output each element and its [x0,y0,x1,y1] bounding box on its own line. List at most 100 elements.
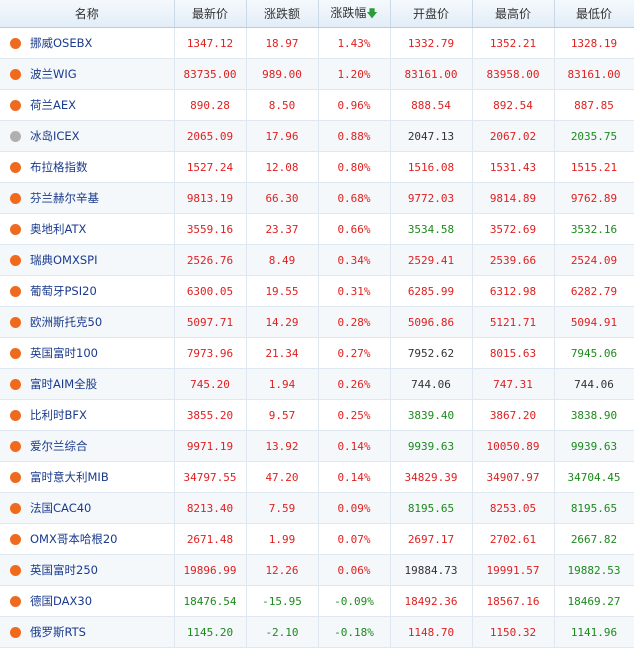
index-name-link[interactable]: 欧洲斯托克50 [30,315,103,329]
index-name-link[interactable]: 爱尔兰综合 [30,439,88,453]
change-cell: 8.49 [246,244,319,276]
index-name-cell[interactable]: 德国DAX30 [0,585,175,617]
index-name-cell[interactable]: 比利时BFX [0,399,175,431]
table-row[interactable]: 奥地利ATX 3559.16 23.37 0.66% 3534.58 3572.69 353… [0,213,634,245]
index-name-cell[interactable]: 俄罗斯RTS [0,616,175,648]
index-name-link[interactable]: 俄罗斯RTS [30,625,86,639]
index-name-cell[interactable]: 布拉格指数 [0,151,175,183]
open-price-cell: 1516.08 [390,151,473,183]
index-name-link[interactable]: 法国CAC40 [30,501,92,515]
table-row[interactable]: 冰岛ICEX 2065.09 17.96 0.88% 2047.13 2067.02 203… [0,120,634,152]
low-price-cell: 2035.75 [554,120,634,152]
header-change[interactable]: 涨跌额 [246,0,319,28]
header-name[interactable]: 名称 [0,0,175,28]
table-row[interactable]: 芬兰赫尔辛基 9813.19 66.30 0.68% 9772.03 9814.89 976… [0,182,634,214]
last-price-cell: 5097.71 [174,306,247,338]
index-name-cell[interactable]: 瑞典OMXSPI [0,244,175,276]
index-name-link[interactable]: 德国DAX30 [30,594,93,608]
low-price-cell: 6282.79 [554,275,634,307]
change-percent-cell: 0.27% [318,337,391,369]
index-name-cell[interactable]: 挪威OSEBX [0,27,175,59]
index-name-link[interactable]: OMX哥本哈根20 [30,532,118,546]
table-header-row: 名称 最新价 涨跌额 涨跌幅🡇 开盘价 最高价 最低价 [0,0,634,28]
index-name-cell[interactable]: 奥地利ATX [0,213,175,245]
index-name-link[interactable]: 布拉格指数 [30,160,88,174]
change-cell: 17.96 [246,120,319,152]
index-name-link[interactable]: 英国富时100 [30,346,98,360]
change-percent-cell: 0.26% [318,368,391,400]
market-status-dot-icon [10,38,21,49]
table-row[interactable]: 比利时BFX 3855.20 9.57 0.25% 3839.40 3867.20 3838… [0,399,634,431]
table-row[interactable]: 荷兰AEX 890.28 8.50 0.96% 888.54 892.54 887.85 [0,89,634,121]
header-last-price[interactable]: 最新价 [174,0,247,28]
index-name-cell[interactable]: 冰岛ICEX [0,120,175,152]
market-status-dot-icon [10,69,21,80]
low-price-cell: 7945.06 [554,337,634,369]
index-name-link[interactable]: 荷兰AEX [30,98,77,112]
index-name-cell[interactable]: 欧洲斯托克50 [0,306,175,338]
change-cell: 14.29 [246,306,319,338]
table-row[interactable]: OMX哥本哈根20 2671.48 1.99 0.07% 2697.17 2702.61 2… [0,523,634,555]
low-price-cell: 34704.45 [554,461,634,493]
table-row[interactable]: 德国DAX30 18476.54 -15.95 -0.09% 18492.36 18567… [0,585,634,617]
high-price-cell: 18567.16 [472,585,555,617]
index-name-cell[interactable]: 英国富时100 [0,337,175,369]
table-row[interactable]: 欧洲斯托克50 5097.71 14.29 0.28% 5096.86 5121.71 50… [0,306,634,338]
low-price-cell: 3838.90 [554,399,634,431]
table-row[interactable]: 布拉格指数 1527.24 12.08 0.80% 1516.08 1531.43 1515… [0,151,634,183]
last-price-cell: 1347.12 [174,27,247,59]
index-name-cell[interactable]: 荷兰AEX [0,89,175,121]
table-row[interactable]: 富时意大利MIB 34797.55 47.20 0.14% 34829.39 34907.… [0,461,634,493]
table-row[interactable]: 波兰WIG 83735.00 989.00 1.20% 83161.00 83958.00… [0,58,634,90]
open-price-cell: 6285.99 [390,275,473,307]
low-price-cell: 744.06 [554,368,634,400]
last-price-cell: 1527.24 [174,151,247,183]
last-price-cell: 18476.54 [174,585,247,617]
index-name-link[interactable]: 比利时BFX [30,408,87,422]
high-price-cell: 2067.02 [472,120,555,152]
index-name-cell[interactable]: 法国CAC40 [0,492,175,524]
index-name-link[interactable]: 葡萄牙PSI20 [30,284,97,298]
header-high[interactable]: 最高价 [472,0,555,28]
table-row[interactable]: 英国富时250 19896.99 12.26 0.06% 19884.73 19991.5… [0,554,634,586]
index-name-cell[interactable]: 富时AIM全股 [0,368,175,400]
change-percent-cell: 0.96% [318,89,391,121]
change-cell: 66.30 [246,182,319,214]
table-row[interactable]: 俄罗斯RTS 1145.20 -2.10 -0.18% 1148.70 1150.32 11… [0,616,634,648]
index-name-cell[interactable]: 富时意大利MIB [0,461,175,493]
change-cell: 9.57 [246,399,319,431]
index-name-cell[interactable]: 葡萄牙PSI20 [0,275,175,307]
low-price-cell: 8195.65 [554,492,634,524]
high-price-cell: 1531.43 [472,151,555,183]
table-row[interactable]: 挪威OSEBX 1347.12 18.97 1.43% 1332.79 1352.21 13… [0,27,634,59]
change-cell: 19.55 [246,275,319,307]
change-cell: 12.26 [246,554,319,586]
low-price-cell: 9939.63 [554,430,634,462]
index-name-link[interactable]: 奥地利ATX [30,222,87,236]
index-name-cell[interactable]: 爱尔兰综合 [0,430,175,462]
header-change-percent[interactable]: 涨跌幅🡇 [318,0,391,28]
table-row[interactable]: 英国富时100 7973.96 21.34 0.27% 7952.62 8015.63 79… [0,337,634,369]
index-name-link[interactable]: 富时AIM全股 [30,377,98,391]
index-name-cell[interactable]: 波兰WIG [0,58,175,90]
index-name-cell[interactable]: 芬兰赫尔辛基 [0,182,175,214]
index-name-cell[interactable]: 英国富时250 [0,554,175,586]
index-name-link[interactable]: 芬兰赫尔辛基 [30,191,99,205]
header-low[interactable]: 最低价 [554,0,634,28]
index-name-link[interactable]: 冰岛ICEX [30,129,80,143]
index-name-link[interactable]: 挪威OSEBX [30,36,93,50]
table-row[interactable]: 爱尔兰综合 9971.19 13.92 0.14% 9939.63 10050.89 993… [0,430,634,462]
market-status-dot-icon [10,472,21,483]
table-row[interactable]: 富时AIM全股 745.20 1.94 0.26% 744.06 747.31 744.06 [0,368,634,400]
change-percent-cell: 1.20% [318,58,391,90]
index-name-link[interactable]: 波兰WIG [30,67,77,81]
table-row[interactable]: 葡萄牙PSI20 6300.05 19.55 0.31% 6285.99 6312.98 6… [0,275,634,307]
index-name-link[interactable]: 瑞典OMXSPI [30,253,98,267]
header-open[interactable]: 开盘价 [390,0,473,28]
table-row[interactable]: 瑞典OMXSPI 2526.76 8.49 0.34% 2529.41 2539.66 25… [0,244,634,276]
index-name-cell[interactable]: OMX哥本哈根20 [0,523,175,555]
change-cell: 1.94 [246,368,319,400]
table-row[interactable]: 法国CAC40 8213.40 7.59 0.09% 8195.65 8253.05 819… [0,492,634,524]
index-name-link[interactable]: 富时意大利MIB [30,470,109,484]
index-name-link[interactable]: 英国富时250 [30,563,98,577]
